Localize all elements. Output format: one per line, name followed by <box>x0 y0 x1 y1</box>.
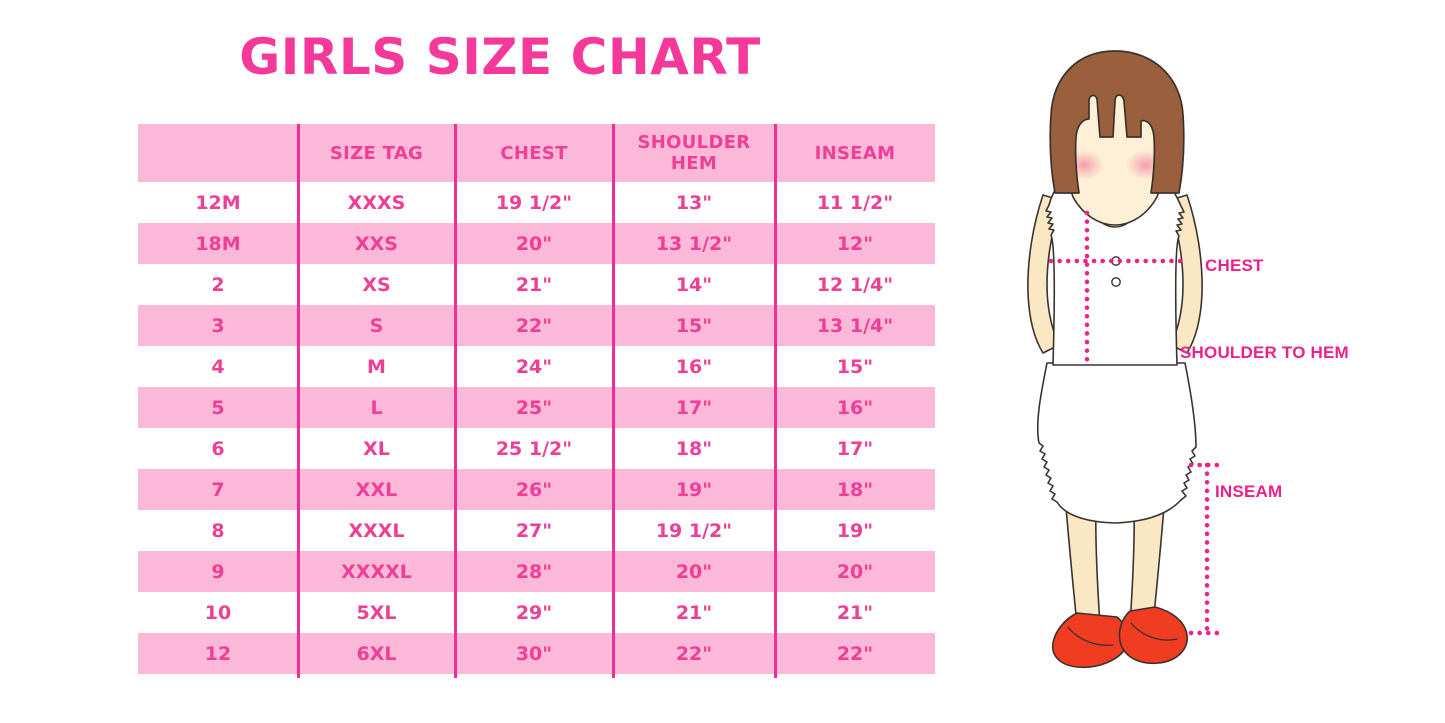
cell-size: 7 <box>138 469 298 510</box>
shoulder-to-hem-label: SHOULDER TO HEM <box>1180 343 1349 362</box>
cell-size-tag: S <box>298 305 455 346</box>
column-header-size <box>138 124 298 182</box>
cell-inseam: 11 1/2" <box>775 182 935 223</box>
cell-size-tag: XXL <box>298 469 455 510</box>
cell-size: 2 <box>138 264 298 305</box>
cell-size-tag: 6XL <box>298 633 455 674</box>
table-row: 10 5XL 29" 21" 21" <box>138 592 935 633</box>
cell-inseam: 12" <box>775 223 935 264</box>
table-column-divider <box>454 124 457 678</box>
cell-shoulder-hem: 13" <box>613 182 775 223</box>
cell-chest: 25" <box>455 387 613 428</box>
cell-size: 5 <box>138 387 298 428</box>
cell-shoulder-hem: 13 1/2" <box>613 223 775 264</box>
cell-inseam: 12 1/4" <box>775 264 935 305</box>
shoes-shape <box>1051 606 1188 669</box>
cell-chest: 21" <box>455 264 613 305</box>
table-row: 18M XXS 20" 13 1/2" 12" <box>138 223 935 264</box>
arms-shape <box>1027 194 1203 354</box>
cell-size-tag: XL <box>298 428 455 469</box>
cell-size-tag: XXXS <box>298 182 455 223</box>
cell-size: 12M <box>138 182 298 223</box>
table-row: 2 XS 21" 14" 12 1/4" <box>138 264 935 305</box>
cell-inseam: 18" <box>775 469 935 510</box>
cell-shoulder-hem: 22" <box>613 633 775 674</box>
cell-size: 4 <box>138 346 298 387</box>
cell-size: 8 <box>138 510 298 551</box>
cell-chest: 19 1/2" <box>455 182 613 223</box>
cell-size-tag: 5XL <box>298 592 455 633</box>
cell-shoulder-hem: 18" <box>613 428 775 469</box>
cell-shoulder-hem: 21" <box>613 592 775 633</box>
table-row: 4 M 24" 16" 15" <box>138 346 935 387</box>
table-row: 12 6XL 30" 22" 22" <box>138 633 935 674</box>
table-row: 7 XXL 26" 19" 18" <box>138 469 935 510</box>
inseam-label: INSEAM <box>1215 482 1283 501</box>
cell-size: 12 <box>138 633 298 674</box>
table-column-divider <box>297 124 300 678</box>
cell-inseam: 17" <box>775 428 935 469</box>
cell-shoulder-hem: 16" <box>613 346 775 387</box>
table-row: 5 L 25" 17" 16" <box>138 387 935 428</box>
cell-shoulder-hem: 20" <box>613 551 775 592</box>
cell-size-tag: XXXL <box>298 510 455 551</box>
table-row: 6 XL 25 1/2" 18" 17" <box>138 428 935 469</box>
cell-inseam: 20" <box>775 551 935 592</box>
bloomers-shape <box>1036 362 1197 524</box>
cell-shoulder-hem: 19 1/2" <box>613 510 775 551</box>
table-header-row: SIZE TAG CHEST SHOULDER HEM INSEAM <box>138 124 935 182</box>
table-row: 8 XXXL 27" 19 1/2" 19" <box>138 510 935 551</box>
cell-chest: 20" <box>455 223 613 264</box>
column-header-chest: CHEST <box>455 124 613 182</box>
cell-inseam: 16" <box>775 387 935 428</box>
cell-inseam: 21" <box>775 592 935 633</box>
table-row: 9 XXXXL 28" 20" 20" <box>138 551 935 592</box>
table-column-divider <box>612 124 615 678</box>
column-header-inseam: INSEAM <box>775 124 935 182</box>
cell-shoulder-hem: 19" <box>613 469 775 510</box>
hair-shape <box>1049 50 1185 194</box>
cell-chest: 28" <box>455 551 613 592</box>
size-chart-table: SIZE TAG CHEST SHOULDER HEM INSEAM 12M X… <box>138 124 935 674</box>
cell-size-tag: L <box>298 387 455 428</box>
cell-chest: 30" <box>455 633 613 674</box>
cell-chest: 22" <box>455 305 613 346</box>
table-column-divider <box>774 124 777 678</box>
girl-figure-illustration <box>985 45 1245 710</box>
cell-size-tag: XXS <box>298 223 455 264</box>
cell-shoulder-hem: 14" <box>613 264 775 305</box>
cell-size: 10 <box>138 592 298 633</box>
cell-chest: 25 1/2" <box>455 428 613 469</box>
cell-chest: 26" <box>455 469 613 510</box>
cell-inseam: 15" <box>775 346 935 387</box>
cell-size: 9 <box>138 551 298 592</box>
column-header-shoulder-hem: SHOULDER HEM <box>613 124 775 182</box>
cell-size: 6 <box>138 428 298 469</box>
cell-chest: 29" <box>455 592 613 633</box>
cell-size: 18M <box>138 223 298 264</box>
cell-chest: 24" <box>455 346 613 387</box>
cell-inseam: 13 1/4" <box>775 305 935 346</box>
cell-shoulder-hem: 17" <box>613 387 775 428</box>
cell-size-tag: XS <box>298 264 455 305</box>
table-row: 3 S 22" 15" 13 1/4" <box>138 305 935 346</box>
cell-size: 3 <box>138 305 298 346</box>
cell-shoulder-hem: 15" <box>613 305 775 346</box>
page-title: GIRLS SIZE CHART <box>239 28 761 86</box>
chest-label: CHEST <box>1205 256 1264 275</box>
table-row: 12M XXXS 19 1/2" 13" 11 1/2" <box>138 182 935 223</box>
cell-size-tag: M <box>298 346 455 387</box>
column-header-size-tag: SIZE TAG <box>298 124 455 182</box>
cell-chest: 27" <box>455 510 613 551</box>
cell-size-tag: XXXXL <box>298 551 455 592</box>
cell-inseam: 22" <box>775 633 935 674</box>
cell-inseam: 19" <box>775 510 935 551</box>
